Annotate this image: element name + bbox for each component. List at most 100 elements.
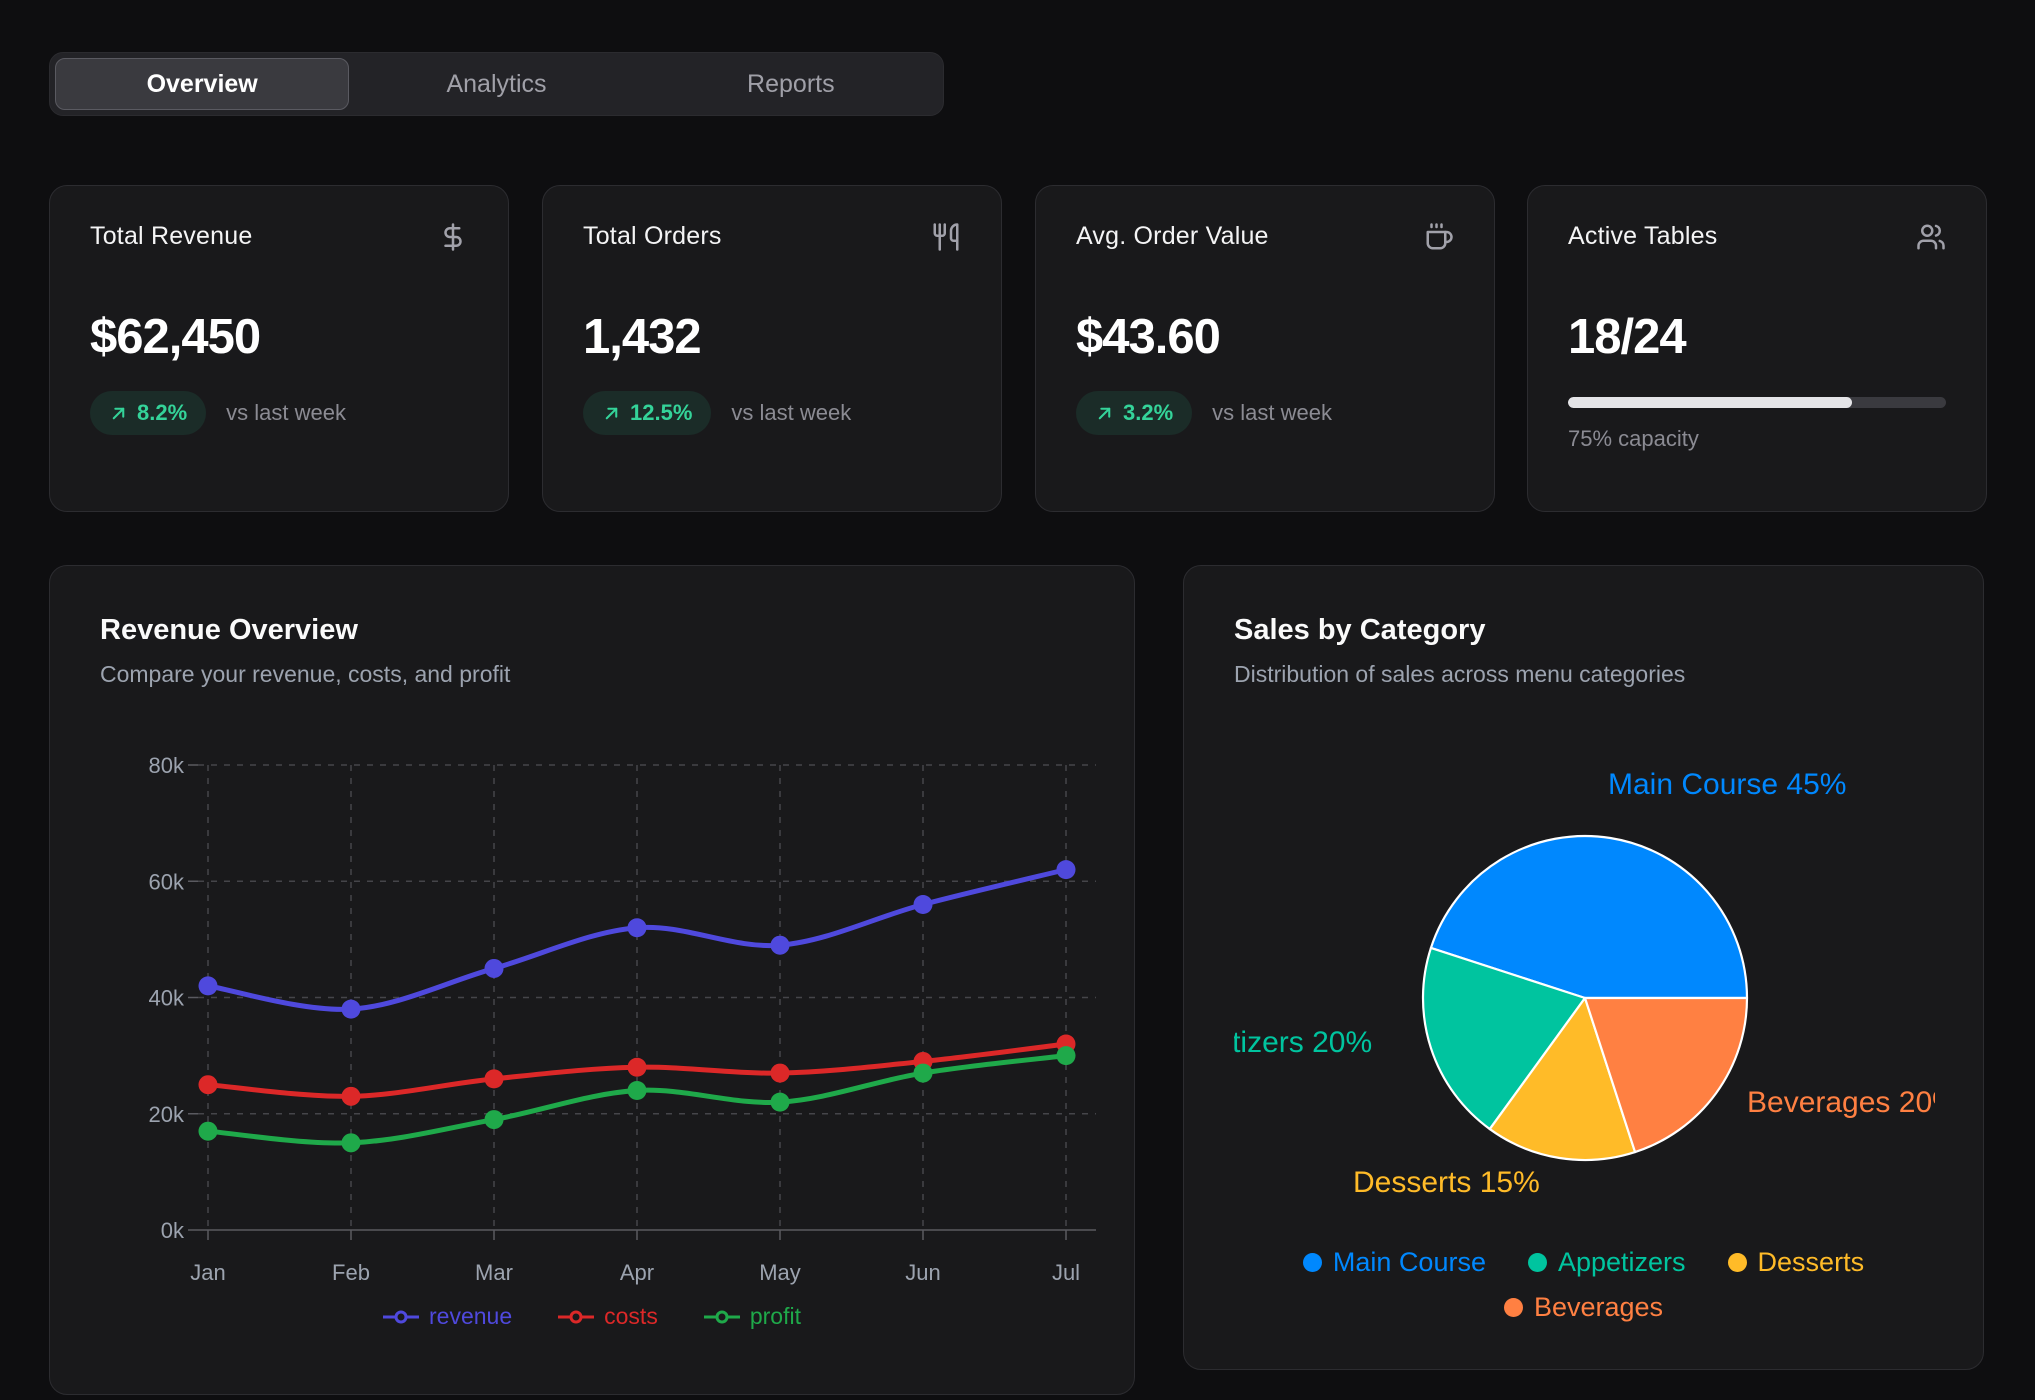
- line-chart-legend: revenue costs profit: [50, 1303, 1134, 1330]
- pie-slice-appetizers: [1421, 946, 1587, 1131]
- pie-label-desserts: Desserts 15%: [1353, 1166, 1540, 1199]
- trend-note: vs last week: [226, 400, 346, 425]
- stat-value: $62,450: [90, 310, 261, 364]
- legend-label: Desserts: [1757, 1247, 1865, 1277]
- legend-line-icon: [703, 1310, 740, 1323]
- y-axis-tick: 80k: [149, 753, 185, 778]
- stat-value: $43.60: [1076, 310, 1221, 364]
- legend-line-icon: [558, 1310, 595, 1323]
- legend-dot-icon: [1302, 1253, 1322, 1272]
- stat-title: Total Revenue: [90, 222, 253, 250]
- avg-order-value-card: Avg. Order Value $43.60 3.2% vs last wee…: [1035, 185, 1495, 512]
- legend-label: profit: [749, 1303, 801, 1329]
- x-axis-tick: Jul: [1052, 1260, 1080, 1285]
- data-point-profit: [627, 1081, 647, 1100]
- x-axis-tick: Apr: [620, 1260, 654, 1285]
- revenue-line-chart: 0k 20k 40k 60k 80k Jan Feb Mar Apr May Jun Jul: [149, 753, 1096, 1285]
- pie-legend-item-desserts: Desserts: [1727, 1247, 1865, 1278]
- coffee-icon: [1424, 222, 1454, 257]
- trend-up-icon: [1098, 407, 1111, 419]
- trend-value: 12.5%: [630, 400, 693, 425]
- legend-dot-icon: [1503, 1298, 1523, 1317]
- pie-slice-desserts: [1488, 996, 1637, 1162]
- legend-item-revenue: revenue: [383, 1303, 512, 1330]
- pie-chart-legend: Main Course Appetizers Desserts Beverages: [1184, 1247, 1983, 1323]
- legend-label: revenue: [429, 1303, 513, 1329]
- stat-value: 18/24: [1568, 310, 1687, 364]
- active-tables-card: Active Tables 18/24 75% capacity: [1527, 185, 1987, 512]
- capacity-label: 75% capacity: [1568, 426, 1699, 451]
- data-point-revenue: [341, 999, 361, 1019]
- revenue-chart-title: Revenue Overview: [100, 614, 358, 646]
- data-point-costs: [198, 1075, 218, 1095]
- trend-value: 3.2%: [1123, 400, 1174, 425]
- pie-label-appetizers: Appetizers 20%: [1234, 1026, 1373, 1059]
- category-chart-title: Sales by Category: [1234, 614, 1486, 646]
- pie-legend-item-main-course: Main Course: [1302, 1247, 1486, 1278]
- trend-badge: 12.5%: [583, 391, 712, 435]
- pie-label-beverages: Beverages 20%: [1747, 1086, 1935, 1119]
- users-icon: [1916, 222, 1946, 257]
- x-axis-tick: May: [759, 1260, 801, 1285]
- pie-chart-area: Main Course 45% Appetizers 20% Desserts 15…: [1234, 696, 1935, 1244]
- data-point-profit: [1056, 1046, 1076, 1066]
- legend-label: Beverages: [1533, 1292, 1664, 1322]
- total-orders-card: Total Orders 1,432 12.5% vs last week: [542, 185, 1002, 512]
- data-point-profit: [198, 1121, 218, 1141]
- data-point-costs: [341, 1086, 361, 1106]
- y-axis-tick: 60k: [149, 869, 185, 894]
- data-point-revenue: [198, 976, 218, 996]
- revenue-chart-subtitle: Compare your revenue, costs, and profit: [100, 661, 511, 687]
- trend-value: 8.2%: [137, 400, 188, 425]
- y-axis-tick: 20k: [149, 1102, 185, 1127]
- data-point-revenue: [1056, 860, 1076, 880]
- data-point-revenue: [627, 918, 647, 938]
- pie-legend-item-appetizers: Appetizers: [1527, 1247, 1686, 1278]
- data-point-costs: [770, 1063, 790, 1083]
- capacity-progress-fill: [1568, 397, 1852, 408]
- pie-legend-item-beverages: Beverages: [1503, 1292, 1664, 1323]
- legend-dot-icon: [1727, 1253, 1747, 1272]
- pie-label-main-course: Main Course 45%: [1608, 768, 1847, 801]
- x-axis-tick: Feb: [332, 1260, 370, 1285]
- trend-note: vs last week: [731, 400, 852, 425]
- data-point-profit: [913, 1063, 933, 1083]
- stat-title: Avg. Order Value: [1076, 222, 1269, 250]
- total-revenue-card: Total Revenue $62,450 8.2% vs last week: [49, 185, 509, 512]
- trend-up-icon: [112, 407, 125, 419]
- legend-item-costs: costs: [558, 1303, 658, 1330]
- pie-slice-main-course: [1429, 834, 1749, 1000]
- tab-reports[interactable]: Reports: [644, 58, 938, 110]
- legend-line-icon: [383, 1310, 420, 1323]
- data-point-profit: [341, 1133, 361, 1153]
- data-point-revenue: [913, 895, 933, 914]
- legend-label: costs: [604, 1303, 658, 1329]
- y-axis-tick: 0k: [161, 1218, 185, 1243]
- category-chart-subtitle: Distribution of sales across menu catego…: [1234, 661, 1686, 687]
- x-axis-tick: Jan: [190, 1260, 225, 1285]
- category-pie-chart: [1421, 834, 1749, 1162]
- stat-title: Total Orders: [583, 222, 722, 250]
- data-point-revenue: [484, 958, 504, 978]
- dollar-icon: [438, 222, 468, 257]
- y-axis-tick: 40k: [149, 986, 185, 1011]
- data-point-costs: [627, 1057, 647, 1077]
- capacity-progress-track: [1568, 397, 1946, 408]
- legend-dot-icon: [1527, 1253, 1547, 1272]
- revenue-overview-card: Revenue Overview Compare your revenue, c…: [49, 565, 1135, 1395]
- data-point-costs: [484, 1069, 504, 1089]
- legend-label: Main Course: [1332, 1247, 1486, 1277]
- x-axis-tick: Jun: [905, 1260, 940, 1285]
- sales-by-category-card: Sales by Category Distribution of sales …: [1183, 565, 1984, 1370]
- view-tabbar: Overview Analytics Reports: [49, 52, 944, 116]
- data-point-profit: [484, 1110, 504, 1130]
- tab-overview[interactable]: Overview: [55, 58, 350, 110]
- x-axis-tick: Mar: [475, 1260, 513, 1285]
- trend-up-icon: [605, 407, 618, 419]
- trend-badge: 8.2%: [90, 391, 207, 435]
- legend-label: Appetizers: [1557, 1247, 1686, 1277]
- data-point-revenue: [770, 935, 790, 955]
- stat-value: 1,432: [583, 310, 702, 364]
- tab-analytics[interactable]: Analytics: [349, 58, 643, 110]
- trend-badge: 3.2%: [1076, 391, 1193, 435]
